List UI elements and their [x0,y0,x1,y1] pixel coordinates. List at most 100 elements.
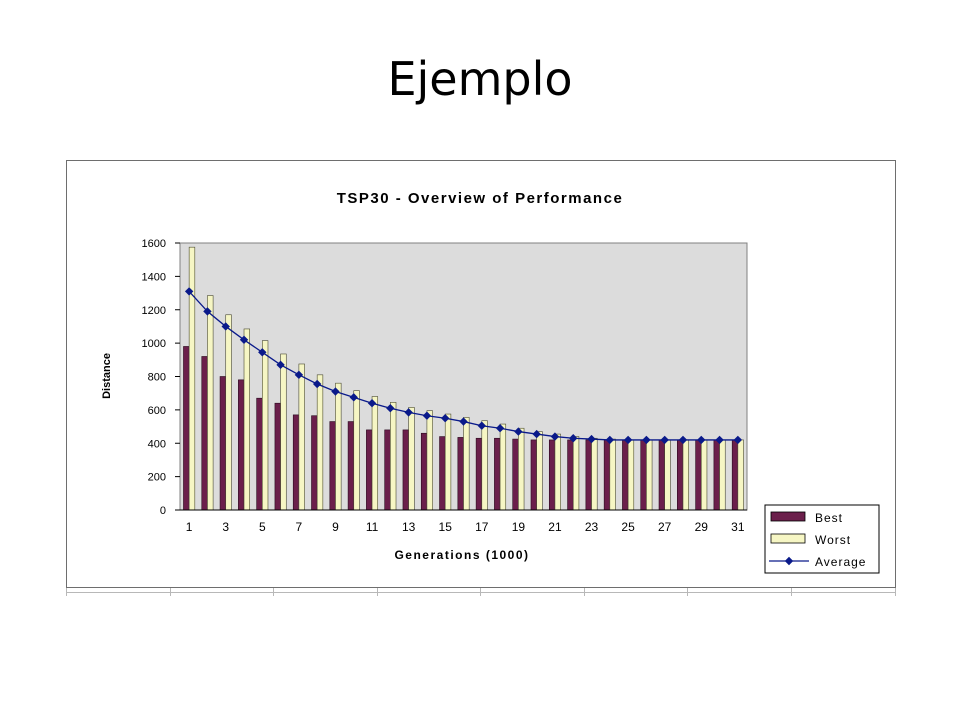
bar-worst [682,439,689,511]
bar-worst [298,363,305,511]
bar-best [603,439,611,511]
bar-best [475,437,483,511]
x-tick-label: 23 [585,520,599,534]
bar-worst [463,417,470,511]
footer-tick [66,588,67,596]
point-average [422,411,432,420]
bar-best [640,439,647,511]
point-average [569,434,578,443]
bar-worst [664,439,671,511]
x-tick-label: 27 [658,520,672,534]
y-tick-label: 800 [148,372,166,384]
point-average [715,435,724,445]
x-tick-label: 19 [512,520,526,534]
bar-worst [371,396,379,511]
y-tick-label: 200 [148,472,166,484]
bar-worst [518,427,525,511]
bar-worst [591,437,598,511]
bar-worst [353,390,360,511]
point-average [331,387,340,396]
bar-worst [700,439,708,511]
y-tick-label: 400 [148,438,166,450]
bar-best [622,439,629,511]
bar-best [439,436,446,511]
point-average [294,370,304,380]
x-tick-label: 31 [731,520,745,534]
point-average [386,404,395,413]
bar-worst [737,439,744,511]
point-average [441,414,450,423]
x-tick-label: 9 [332,520,339,534]
x-axis-label: Generations (1000) [394,548,529,562]
bar-best [311,415,318,511]
bar-best [567,439,574,511]
point-average [514,427,523,436]
y-axis-label: Distance [101,353,113,399]
x-tick-label: 29 [695,520,709,534]
bar-best [384,429,391,511]
bar-worst [390,402,397,511]
bar-worst [316,374,324,511]
point-average [184,287,194,296]
bar-best [695,439,702,511]
legend-item-average-label: Average [815,555,866,569]
x-tick-label: 5 [259,520,266,534]
bar-best [713,439,720,511]
bar-worst [408,407,415,511]
legend-item-worst-swatch [770,533,806,544]
x-tick-label: 25 [621,520,635,534]
footer-tick [170,588,171,596]
chart-title: TSP30 - Overview of Performance [337,190,624,207]
y-tick-label: 1400 [142,271,166,283]
point-average [404,408,413,417]
bar-best [347,421,355,511]
point-average [349,393,358,402]
bar-worst [188,246,196,511]
legend-item-average-marker [784,556,794,566]
legend-item-best-label: Best [815,511,843,525]
point-average [203,307,212,316]
bar-best [329,421,336,511]
bar-best [292,414,300,511]
bar-worst [426,410,433,511]
point-average [495,424,505,433]
x-tick-label: 13 [402,520,416,534]
footer-tick [584,588,585,596]
bar-worst [572,436,580,511]
footer-tick [273,588,274,596]
x-tick-label: 11 [366,520,379,534]
bar-best [658,439,665,511]
bar-best [512,438,519,511]
bar-worst [207,295,214,511]
slide-title: Ejemplo [387,52,573,106]
bar-best [238,379,245,511]
x-tick-label: 15 [439,520,453,534]
bar-worst [627,439,635,511]
bar-worst [719,439,726,511]
bar-best [494,437,501,511]
x-tick-label: 1 [186,520,193,534]
bar-best [677,439,684,511]
point-average [258,348,267,357]
x-tick-label: 7 [296,520,303,534]
point-average [623,435,633,445]
point-average [605,435,615,445]
bar-worst [554,433,561,511]
bar-worst [444,413,452,511]
bar-best [256,397,263,511]
point-average [587,434,596,444]
point-average [312,379,322,389]
point-average [733,435,743,445]
bar-worst [262,340,269,511]
footer-tick [480,588,481,596]
bar-best [548,439,556,511]
y-tick-label: 1600 [142,238,166,250]
point-average [678,435,688,445]
legend-item-best-swatch [770,511,806,522]
bar-best [219,376,227,511]
bar-best [402,429,409,511]
bar-worst [225,314,232,511]
bar-worst [280,353,287,511]
bar-worst [335,382,342,511]
chart-frame: TSP30 - Overview of Performance Distance… [66,160,896,588]
